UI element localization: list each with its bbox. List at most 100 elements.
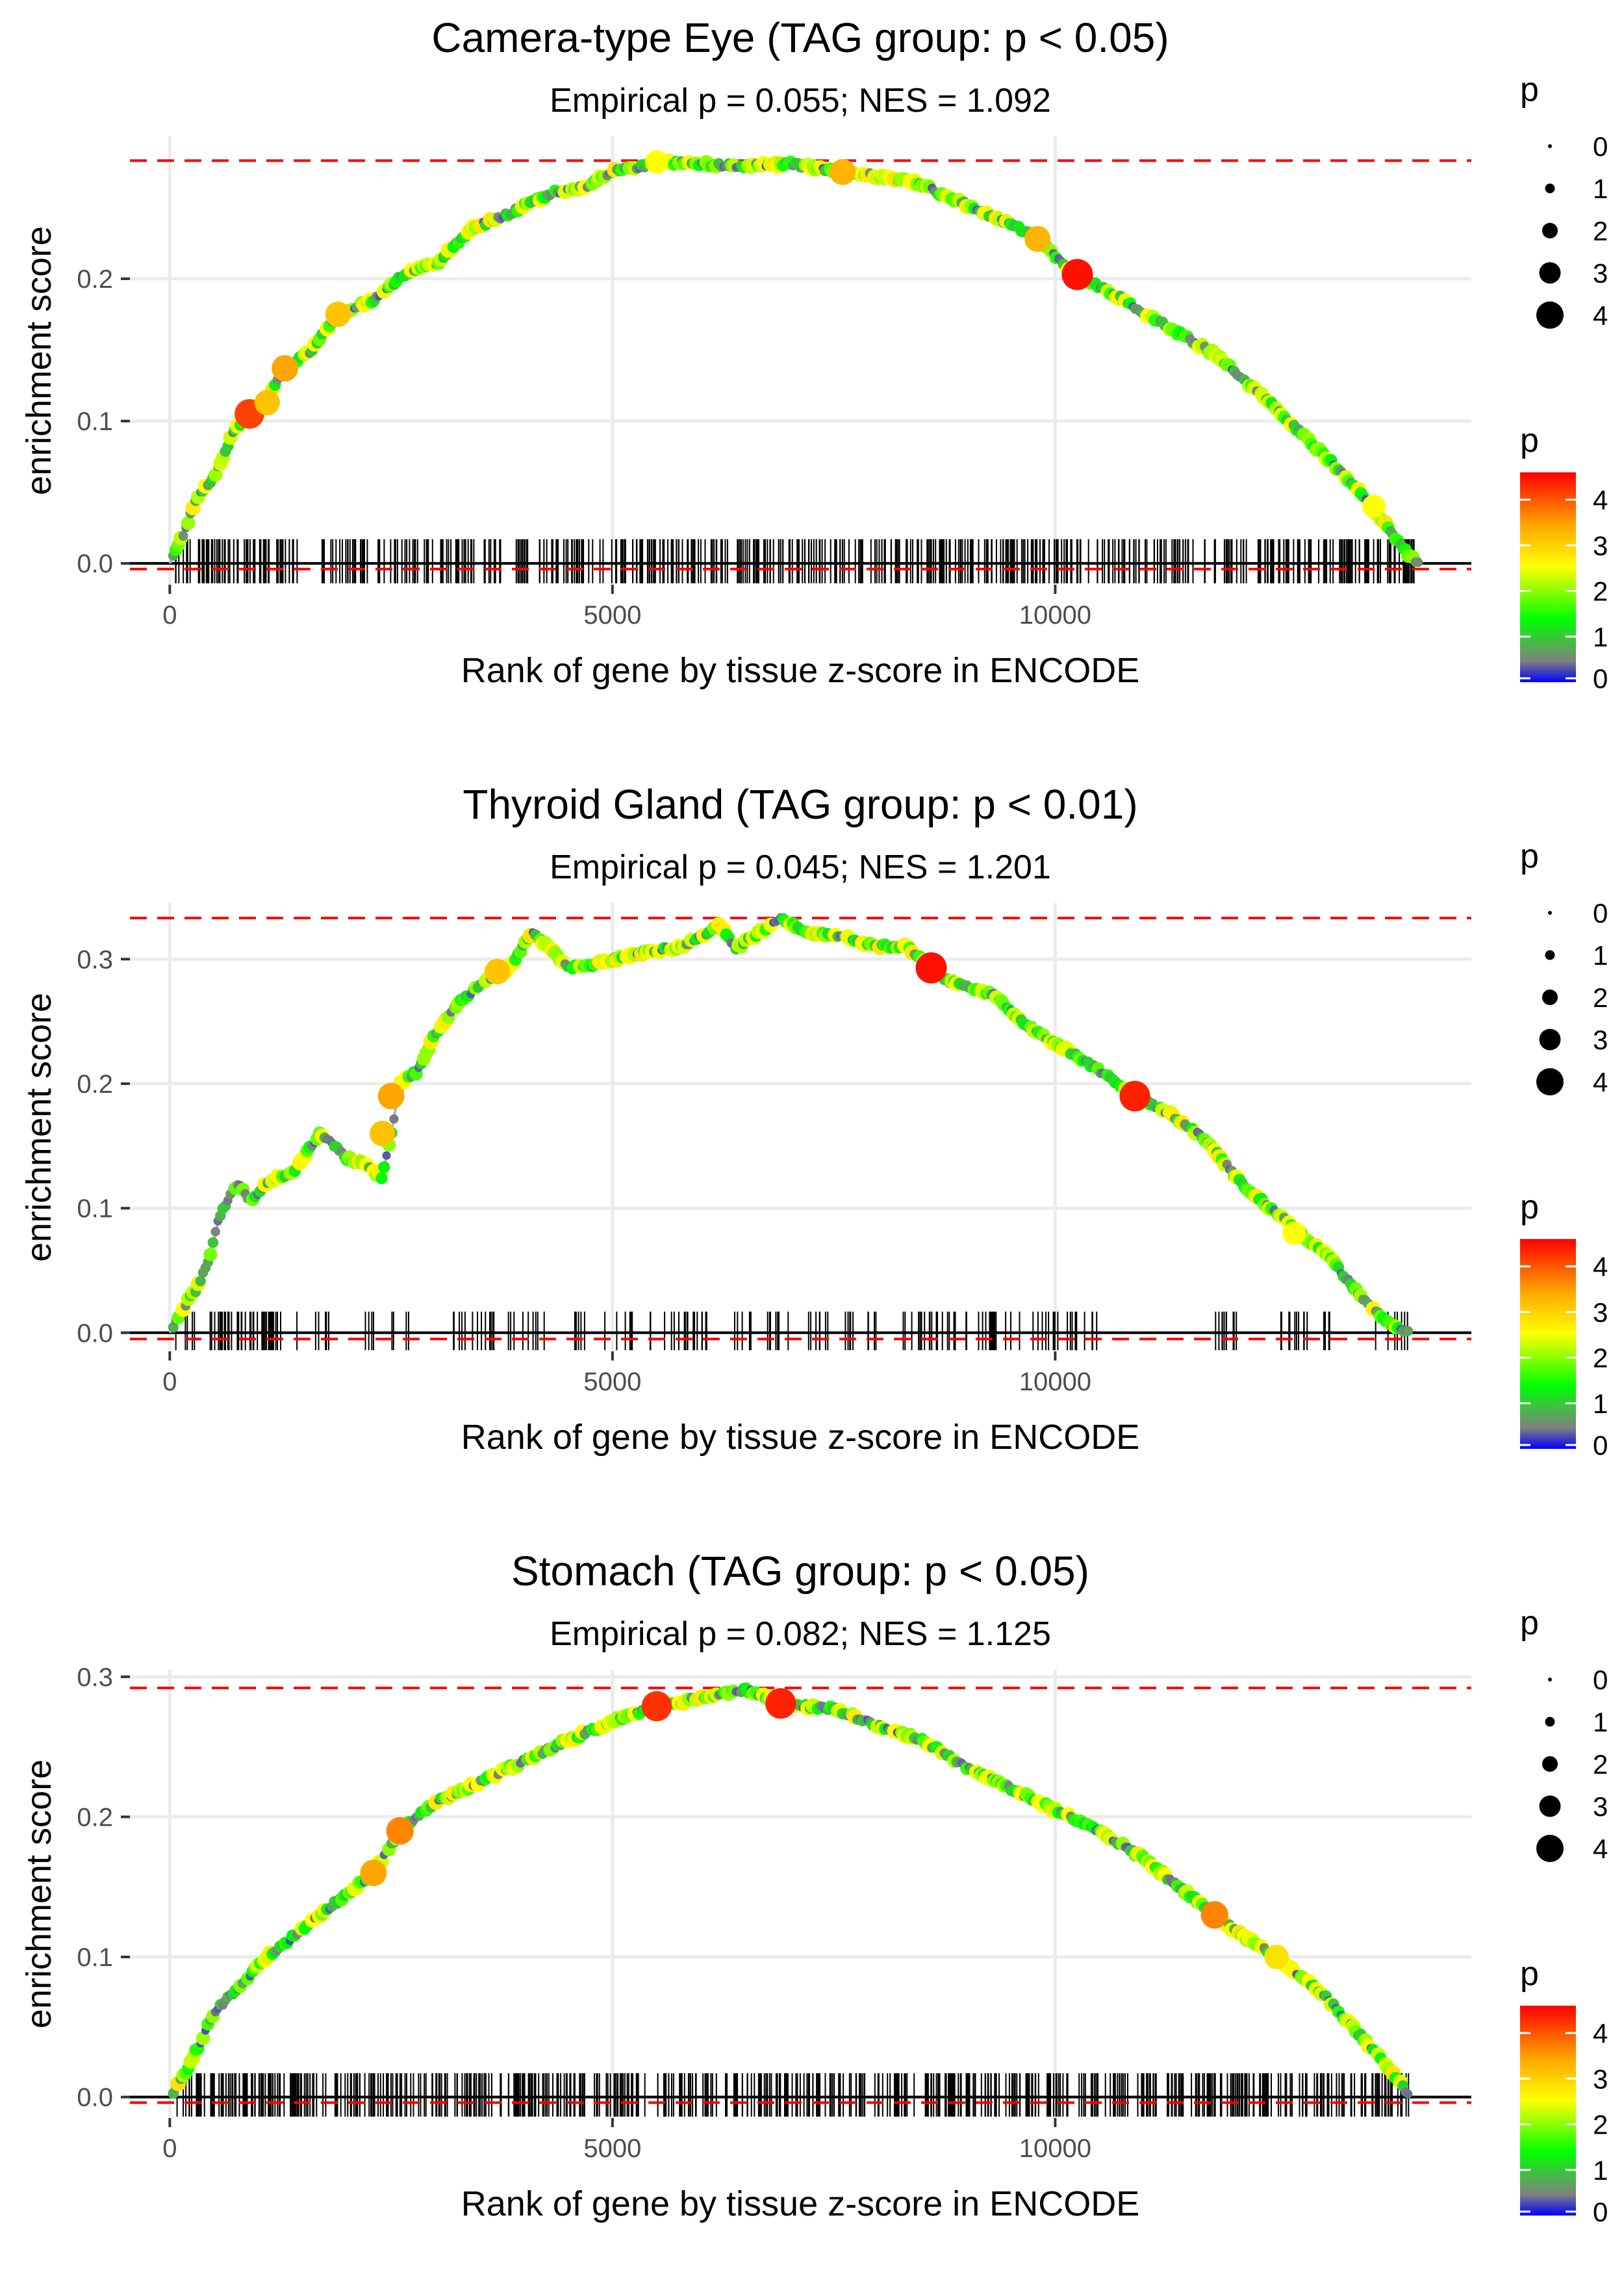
- es-point: [203, 1247, 218, 1262]
- color-legend-label: 3: [1593, 1297, 1608, 1327]
- x-tick-label: 10000: [1019, 601, 1091, 630]
- size-legend-key: [1536, 1835, 1564, 1862]
- size-legend-title: p: [1520, 1604, 1539, 1642]
- chart-panel-1: Camera-type Eye (TAG group: p < 0.05) Emp…: [19, 14, 1608, 694]
- x-axis-title: Rank of gene by tissue z-score in ENCODE: [461, 2184, 1139, 2223]
- size-legend-label: 2: [1593, 982, 1608, 1013]
- es-point-highlight: [1061, 259, 1093, 290]
- chart-title: Stomach (TAG group: p < 0.05): [511, 1548, 1089, 1594]
- x-tick-label: 0: [162, 601, 177, 630]
- color-legend-label: 2: [1593, 576, 1608, 607]
- color-legend: p 4 3 2 1 0: [1520, 422, 1608, 694]
- color-legend-label: 0: [1593, 2197, 1608, 2227]
- es-point-highlight: [1024, 225, 1051, 252]
- size-legend-label: 0: [1593, 1665, 1608, 1695]
- size-legend-key: [1542, 1756, 1558, 1772]
- gene-rug: [175, 539, 1415, 583]
- size-legend-key: [1536, 301, 1564, 329]
- es-point-highlight: [1200, 1901, 1228, 1929]
- es-point: [378, 1161, 390, 1173]
- color-legend: p 4 3 2 1 0: [1520, 1188, 1608, 1461]
- es-points: [168, 1682, 1413, 2099]
- es-point: [375, 1172, 388, 1184]
- size-legend-key: [1548, 1678, 1552, 1681]
- size-legend-key: [1539, 1795, 1561, 1817]
- y-axis-title: enrichment score: [19, 226, 58, 495]
- color-legend-title: p: [1520, 1955, 1539, 1993]
- es-points: [168, 150, 1423, 567]
- es-point: [1413, 557, 1423, 567]
- y-axis-title: enrichment score: [19, 993, 58, 1262]
- size-legend-title: p: [1520, 71, 1539, 109]
- gene-rug: [175, 1311, 1408, 1351]
- size-legend-key: [1539, 262, 1561, 284]
- size-legend: p 0 1 2 3 4: [1520, 837, 1608, 1097]
- chart-title: Camera-type Eye (TAG group: p < 0.05): [431, 14, 1169, 61]
- es-point: [195, 1275, 206, 1286]
- es-point-highlight: [1119, 1080, 1150, 1112]
- y-tick-label: 0.3: [77, 945, 113, 974]
- es-point: [178, 531, 188, 541]
- color-legend-label: 3: [1593, 2063, 1608, 2094]
- size-legend-key: [1545, 183, 1555, 194]
- size-legend-label: 2: [1593, 1749, 1608, 1780]
- x-tick-label: 0: [162, 1368, 177, 1396]
- es-point-highlight: [1282, 1221, 1306, 1245]
- color-legend-label: 4: [1593, 485, 1608, 515]
- chart-subtitle: Empirical p = 0.082; NES = 1.125: [550, 1615, 1051, 1653]
- y-axis-title: enrichment score: [19, 1759, 58, 2028]
- size-legend-key: [1548, 911, 1552, 915]
- y-tick-label: 0.2: [77, 265, 113, 294]
- es-point: [389, 1114, 399, 1124]
- color-legend-bar: [1520, 472, 1576, 682]
- size-legend-label: 1: [1593, 173, 1608, 204]
- es-point-highlight: [360, 1859, 387, 1887]
- chart-panel-2: Thyroid Gland (TAG group: p < 0.01) Empir…: [19, 781, 1608, 1461]
- color-legend-label: 2: [1593, 1343, 1608, 1373]
- x-tick-label: 5000: [583, 601, 641, 630]
- size-legend: p 0 1 2 3 4: [1520, 1604, 1608, 1864]
- x-tick-label: 10000: [1019, 1368, 1091, 1396]
- size-legend-label: 0: [1593, 898, 1608, 928]
- color-legend-label: 3: [1593, 530, 1608, 561]
- es-point-highlight: [369, 1121, 396, 1147]
- size-legend-label: 3: [1593, 1791, 1608, 1822]
- size-legend-title: p: [1520, 837, 1539, 875]
- color-legend-label: 4: [1593, 1251, 1608, 1282]
- color-legend-title: p: [1520, 422, 1539, 459]
- es-point-highlight: [1362, 494, 1386, 518]
- x-axis-title: Rank of gene by tissue z-score in ENCODE: [461, 651, 1139, 690]
- es-point: [1403, 2089, 1413, 2099]
- size-legend-key: [1545, 950, 1555, 960]
- es-point: [210, 1227, 220, 1236]
- es-point-highlight: [377, 1082, 405, 1110]
- es-curve: [168, 917, 1410, 1335]
- es-point-highlight: [765, 1688, 796, 1719]
- size-legend-label: 2: [1593, 216, 1608, 246]
- x-axis-title: Rank of gene by tissue z-score in ENCODE: [461, 1418, 1139, 1457]
- size-legend-label: 3: [1593, 1025, 1608, 1055]
- y-tick-label: 0.0: [77, 2084, 113, 2112]
- es-point: [1402, 1325, 1414, 1336]
- x-tick-label: 5000: [583, 2134, 641, 2163]
- es-point-highlight: [386, 1817, 414, 1845]
- es-point: [181, 516, 196, 530]
- x-tick-label: 10000: [1019, 2134, 1091, 2163]
- color-legend-label: 4: [1593, 2018, 1608, 2049]
- size-legend-label: 1: [1593, 1707, 1608, 1737]
- size-legend-key: [1548, 144, 1552, 148]
- size-legend-key: [1542, 223, 1558, 238]
- color-legend-label: 2: [1593, 2110, 1608, 2140]
- color-legend-label: 1: [1593, 622, 1608, 652]
- es-points: [168, 913, 1414, 1336]
- es-point-highlight: [254, 390, 280, 416]
- es-point-highlight: [1264, 1945, 1289, 1969]
- size-legend-label: 0: [1593, 131, 1608, 162]
- es-point: [382, 1151, 391, 1160]
- size-legend-label: 4: [1593, 300, 1608, 331]
- size-legend-key: [1545, 1717, 1555, 1727]
- size-legend-key: [1536, 1068, 1564, 1095]
- chart-title: Thyroid Gland (TAG group: p < 0.01): [463, 781, 1137, 828]
- y-tick-label: 0.3: [77, 1663, 113, 1692]
